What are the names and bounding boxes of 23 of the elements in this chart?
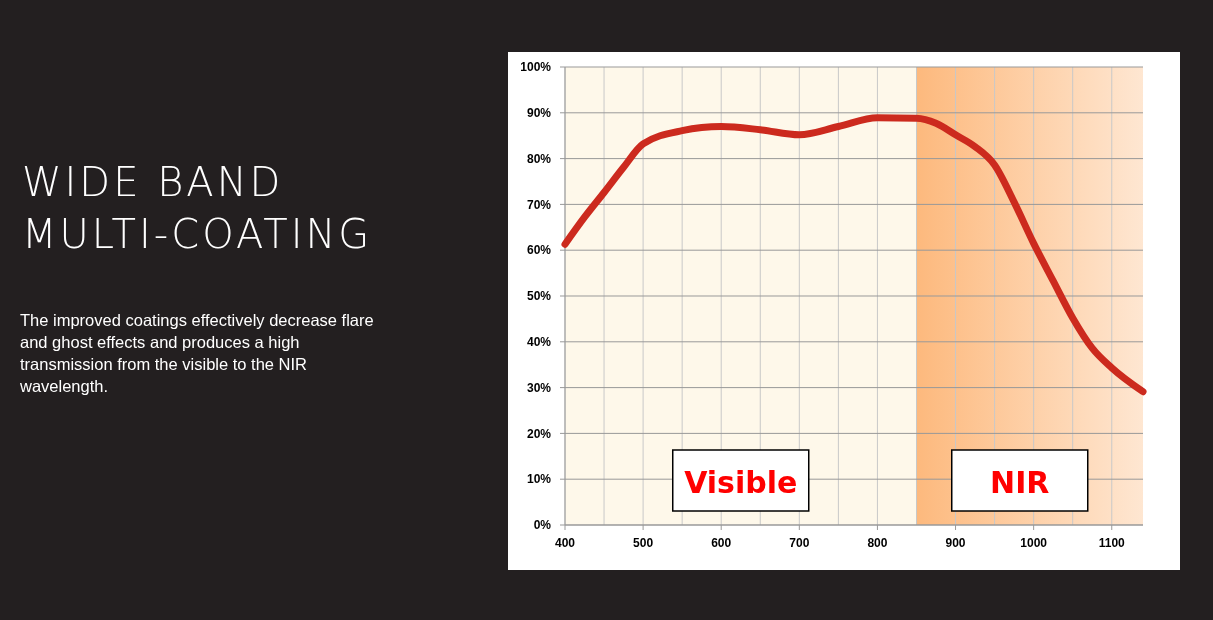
band-label: NIR [990, 464, 1050, 500]
y-tick-label: 10% [526, 472, 552, 487]
x-tick-label: 1100 [1098, 536, 1126, 550]
y-tick-label: 90% [526, 106, 552, 120]
x-tick-label: 700 [789, 536, 810, 550]
y-tick-label: 50% [526, 289, 552, 304]
y-tick-label: 20% [526, 426, 552, 441]
y-tick-label: 60% [526, 243, 552, 258]
text: WIDE BAND MULTI-COATING [22, 159, 373, 257]
y-tick-label: 70% [526, 197, 552, 212]
x-tick-label: 800 [867, 536, 888, 550]
x-tick-label: 1000 [1020, 536, 1048, 550]
text: The improved coatings effectively decrease flare and ghost effects and produces a high transmission from the visible to the NIR wavelength. [19, 311, 374, 395]
x-tick-label: 600 [711, 536, 732, 550]
y-tick-label: 30% [526, 380, 552, 395]
y-tick-label: 40% [526, 335, 552, 349]
band-label: Visible [684, 464, 798, 500]
y-tick-label: 0% [533, 518, 552, 533]
x-tick-label: 900 [945, 536, 966, 550]
x-tick-label: 400 [554, 536, 576, 550]
y-tick-label: 80% [526, 151, 552, 166]
y-tick-label: 100% [520, 60, 552, 75]
x-tick-label: 500 [633, 536, 654, 550]
